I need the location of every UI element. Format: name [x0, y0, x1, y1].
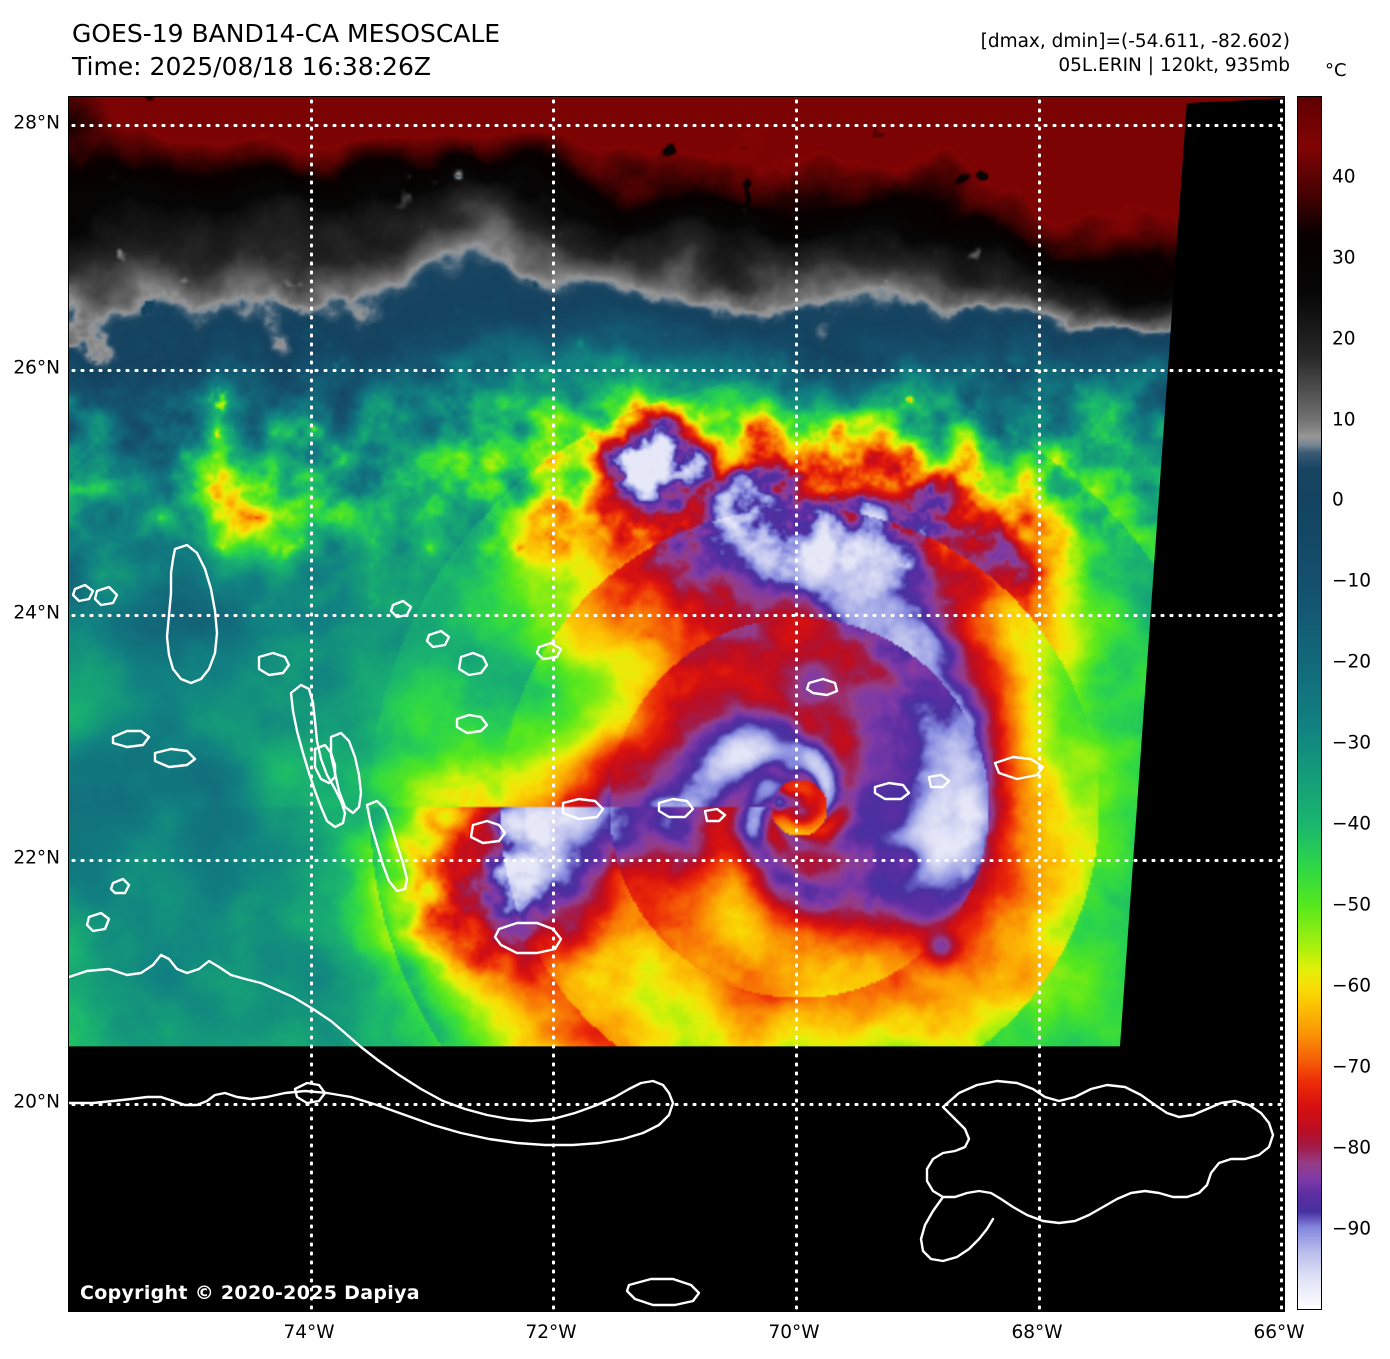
metadata-dmax-dmin: [dmax, dmin]=(-54.611, -82.602) — [980, 31, 1290, 52]
satellite-swath — [69, 97, 1284, 1047]
xtick-label-3: 68°W — [1011, 1322, 1063, 1343]
metadata-block: [dmax, dmin]=(-54.611, -82.602) 05L.ERIN… — [981, 30, 1290, 78]
gridline-lat-20 — [69, 1103, 1284, 1106]
title-product: GOES-19 BAND14-CA MESOSCALE — [72, 19, 501, 48]
colorbar-tick-7: −30 — [1332, 732, 1372, 754]
colorbar-tick-0: 40 — [1332, 166, 1356, 188]
page-title: GOES-19 BAND14-CA MESOSCALE Time: 2025/0… — [72, 18, 500, 83]
colorbar-unit-label: °C — [1325, 60, 1347, 81]
xtick-label-2: 70°W — [768, 1322, 820, 1343]
satellite-image-plot[interactable] — [68, 96, 1285, 1312]
ytick-label-4: 20°N — [13, 1091, 60, 1113]
colorbar-tick-4: 0 — [1332, 489, 1344, 511]
gridline-lat-28 — [69, 124, 1284, 127]
metadata-storm-intensity: 05L.ERIN | 120kt, 935mb — [1058, 55, 1290, 77]
gridline-lat-26 — [69, 369, 1284, 372]
gridline-lon-68 — [1038, 97, 1041, 1311]
colorbar-tick-5: −10 — [1332, 570, 1372, 592]
gridline-lon-72 — [552, 97, 555, 1311]
colorbar-tick-3: 10 — [1332, 409, 1356, 431]
gridline-lon-70 — [795, 97, 798, 1311]
ytick-label-3: 22°N — [13, 847, 60, 869]
copyright-text: Copyright © 2020-2025 Dapiya — [80, 1282, 420, 1304]
gridline-lon-66 — [1280, 97, 1283, 1311]
xtick-label-4: 66°W — [1253, 1322, 1305, 1343]
xtick-label-1: 72°W — [525, 1322, 577, 1343]
coastline-overlay — [69, 543, 1275, 1307]
colorbar-tick-8: −40 — [1332, 813, 1372, 835]
ytick-label-0: 28°N — [13, 112, 60, 134]
colorbar-gradient — [1298, 97, 1321, 1309]
gridline-lat-22 — [69, 859, 1284, 862]
temperature-colorbar[interactable] — [1297, 96, 1322, 1310]
ytick-label-2: 24°N — [13, 602, 60, 624]
colorbar-tick-11: −70 — [1332, 1056, 1372, 1078]
colorbar-tick-6: −20 — [1332, 651, 1372, 673]
colorbar-tick-10: −60 — [1332, 975, 1372, 997]
ytick-label-1: 26°N — [13, 357, 60, 379]
gridline-lon-74 — [310, 97, 313, 1311]
infrared-brightness-temperature-raster — [69, 97, 1284, 1047]
colorbar-tick-12: −80 — [1332, 1137, 1372, 1159]
xtick-label-0: 74°W — [283, 1322, 335, 1343]
colorbar-tick-1: 30 — [1332, 247, 1356, 269]
colorbar-tick-2: 20 — [1332, 328, 1356, 350]
colorbar-tick-13: −90 — [1332, 1218, 1372, 1240]
title-timestamp: Time: 2025/08/18 16:38:26Z — [72, 51, 431, 81]
colorbar-tick-9: −50 — [1332, 894, 1372, 916]
gridline-lat-24 — [69, 614, 1284, 617]
